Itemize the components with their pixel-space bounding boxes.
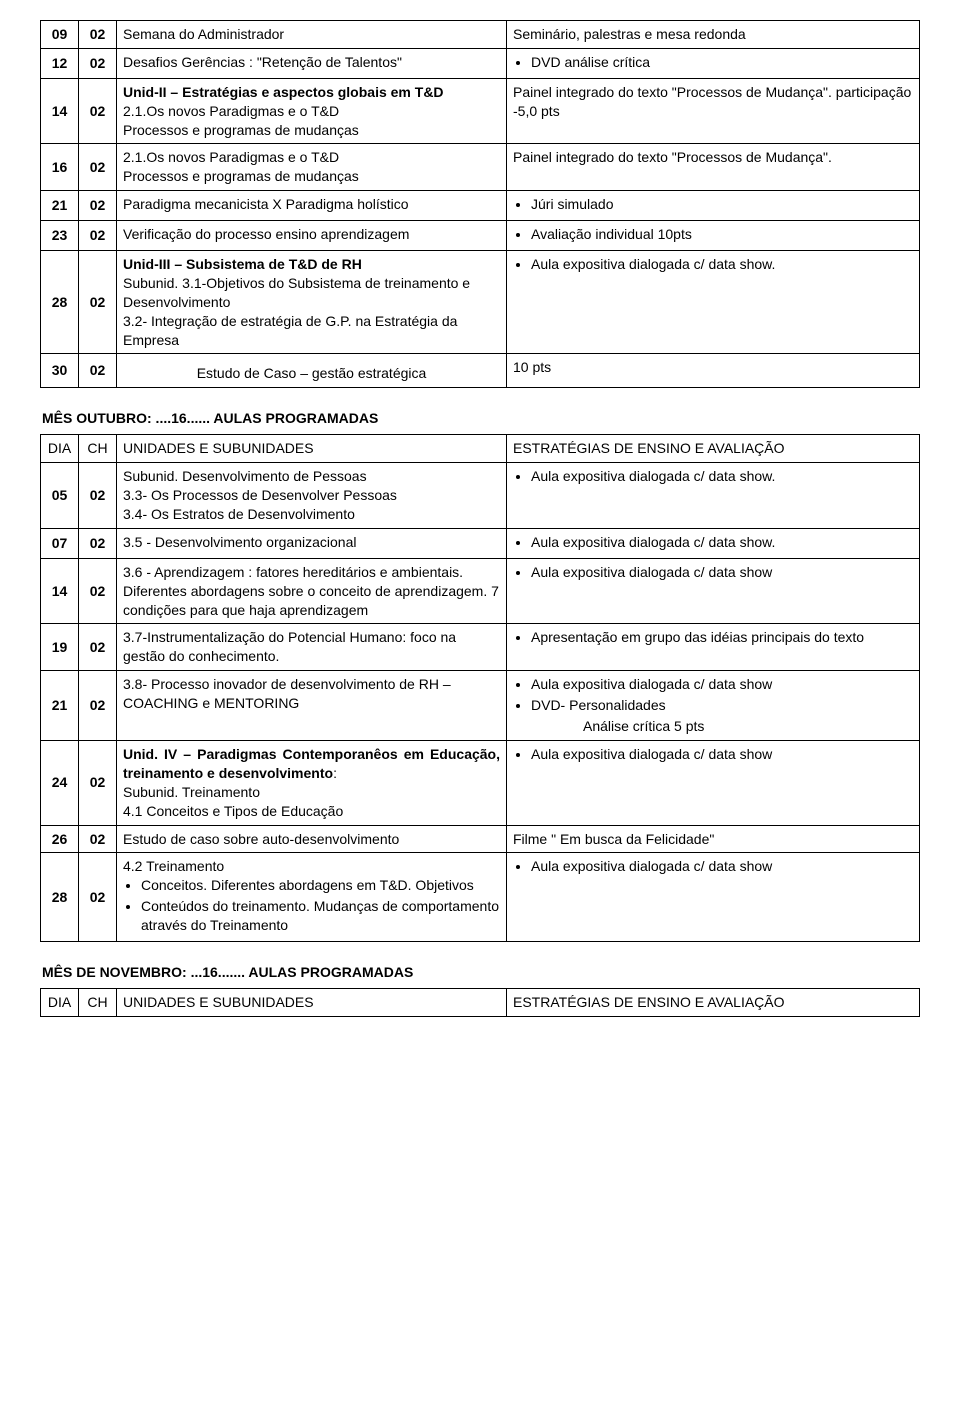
table-row: 21023.8- Processo inovador de desenvolvi… (41, 671, 920, 741)
cell-strategy: Painel integrado do texto "Processos de … (507, 78, 920, 144)
cell-strategy: Aula expositiva dialogada c/ data show (507, 558, 920, 624)
cell-unit: Unid-II – Estratégias e aspectos globais… (117, 78, 507, 144)
section-title-outubro: MÊS OUTUBRO: ....16...... AULAS PROGRAMA… (42, 410, 920, 426)
cell-ch: 02 (79, 624, 117, 671)
table-row: 1202Desafios Gerências : "Retenção de Ta… (41, 48, 920, 78)
col-header-estrategias: ESTRATÉGIAS DE ENSINO E AVALIAÇÃO (507, 988, 920, 1016)
cell-unit: 4.2 TreinamentoConceitos. Diferentes abo… (117, 853, 507, 942)
cell-unit: Verificação do processo ensino aprendiza… (117, 221, 507, 251)
cell-strategy: Seminário, palestras e mesa redonda (507, 21, 920, 49)
cell-ch: 02 (79, 78, 117, 144)
cell-unit: Unid. IV – Paradigmas Contemporanêos em … (117, 740, 507, 825)
cell-unit: Estudo de Caso – gestão estratégica (117, 354, 507, 388)
cell-dia: 30 (41, 354, 79, 388)
schedule-table-top: 0902Semana do AdministradorSeminário, pa… (40, 20, 920, 388)
cell-dia: 21 (41, 191, 79, 221)
cell-ch: 02 (79, 354, 117, 388)
cell-unit: 3.8- Processo inovador de desenvolviment… (117, 671, 507, 741)
cell-dia: 26 (41, 825, 79, 853)
cell-strategy: Filme " Em busca da Felicidade" (507, 825, 920, 853)
cell-dia: 16 (41, 144, 79, 191)
table-row: 2402Unid. IV – Paradigmas Contemporanêos… (41, 740, 920, 825)
col-header-ch: CH (79, 988, 117, 1016)
cell-dia: 28 (41, 251, 79, 354)
cell-unit: Desafios Gerências : "Retenção de Talent… (117, 48, 507, 78)
table-row: 19023.7-Instrumentalização do Potencial … (41, 624, 920, 671)
cell-dia: 05 (41, 463, 79, 529)
col-header-ch: CH (79, 435, 117, 463)
cell-strategy: Apresentação em grupo das idéias princip… (507, 624, 920, 671)
cell-strategy: Aula expositiva dialogada c/ data show. (507, 528, 920, 558)
table-row: 2802Unid-III – Subsistema de T&D de RHSu… (41, 251, 920, 354)
table-row: 07023.5 - Desenvolvimento organizacional… (41, 528, 920, 558)
cell-dia: 14 (41, 78, 79, 144)
cell-ch: 02 (79, 463, 117, 529)
cell-strategy: Avaliação individual 10pts (507, 221, 920, 251)
cell-unit: Estudo de caso sobre auto-desenvolviment… (117, 825, 507, 853)
page: 0902Semana do AdministradorSeminário, pa… (0, 0, 960, 1057)
schedule-table-novembro: DIA CH UNIDADES E SUBUNIDADES ESTRATÉGIA… (40, 988, 920, 1017)
table-row: 1402Unid-II – Estratégias e aspectos glo… (41, 78, 920, 144)
cell-ch: 02 (79, 191, 117, 221)
col-header-dia: DIA (41, 435, 79, 463)
cell-strategy: Aula expositiva dialogada c/ data show (507, 853, 920, 942)
cell-ch: 02 (79, 21, 117, 49)
cell-dia: 28 (41, 853, 79, 942)
cell-strategy: Aula expositiva dialogada c/ data showDV… (507, 671, 920, 741)
cell-unit: 3.5 - Desenvolvimento organizacional (117, 528, 507, 558)
cell-dia: 09 (41, 21, 79, 49)
table-row: 14023.6 - Aprendizagem : fatores heredit… (41, 558, 920, 624)
table-row: 2102Paradigma mecanicista X Paradigma ho… (41, 191, 920, 221)
cell-strategy: Aula expositiva dialogada c/ data show. (507, 463, 920, 529)
cell-ch: 02 (79, 251, 117, 354)
table-row: 16022.1.Os novos Paradigmas e o T&DProce… (41, 144, 920, 191)
col-header-unidades: UNIDADES E SUBUNIDADES (117, 435, 507, 463)
cell-unit: 2.1.Os novos Paradigmas e o T&DProcessos… (117, 144, 507, 191)
table-row: 0502Subunid. Desenvolvimento de Pessoas3… (41, 463, 920, 529)
cell-ch: 02 (79, 48, 117, 78)
table-header-row: DIA CH UNIDADES E SUBUNIDADES ESTRATÉGIA… (41, 988, 920, 1016)
table-row: 0902Semana do AdministradorSeminário, pa… (41, 21, 920, 49)
cell-unit: Unid-III – Subsistema de T&D de RHSubuni… (117, 251, 507, 354)
cell-strategy: Painel integrado do texto "Processos de … (507, 144, 920, 191)
cell-strategy: Júri simulado (507, 191, 920, 221)
cell-strategy: Aula expositiva dialogada c/ data show. (507, 251, 920, 354)
cell-ch: 02 (79, 558, 117, 624)
cell-strategy: 10 pts (507, 354, 920, 388)
col-header-estrategias: ESTRATÉGIAS DE ENSINO E AVALIAÇÃO (507, 435, 920, 463)
cell-ch: 02 (79, 528, 117, 558)
cell-unit: 3.6 - Aprendizagem : fatores hereditário… (117, 558, 507, 624)
cell-dia: 07 (41, 528, 79, 558)
cell-unit: 3.7-Instrumentalização do Potencial Huma… (117, 624, 507, 671)
cell-ch: 02 (79, 671, 117, 741)
section-title-novembro: MÊS DE NOVEMBRO: ...16....... AULAS PROG… (42, 964, 920, 980)
table-row: 2302Verificação do processo ensino apren… (41, 221, 920, 251)
cell-dia: 24 (41, 740, 79, 825)
cell-ch: 02 (79, 740, 117, 825)
cell-ch: 02 (79, 853, 117, 942)
cell-unit: Paradigma mecanicista X Paradigma holíst… (117, 191, 507, 221)
cell-ch: 02 (79, 825, 117, 853)
cell-ch: 02 (79, 221, 117, 251)
cell-ch: 02 (79, 144, 117, 191)
col-header-dia: DIA (41, 988, 79, 1016)
table-row: 2602Estudo de caso sobre auto-desenvolvi… (41, 825, 920, 853)
cell-dia: 23 (41, 221, 79, 251)
cell-unit: Semana do Administrador (117, 21, 507, 49)
cell-dia: 12 (41, 48, 79, 78)
cell-dia: 19 (41, 624, 79, 671)
cell-strategy: DVD análise crítica (507, 48, 920, 78)
table-row: 28024.2 TreinamentoConceitos. Diferentes… (41, 853, 920, 942)
table-header-row: DIA CH UNIDADES E SUBUNIDADES ESTRATÉGIA… (41, 435, 920, 463)
cell-dia: 21 (41, 671, 79, 741)
col-header-unidades: UNIDADES E SUBUNIDADES (117, 988, 507, 1016)
cell-strategy: Aula expositiva dialogada c/ data show (507, 740, 920, 825)
cell-dia: 14 (41, 558, 79, 624)
table-row: 3002Estudo de Caso – gestão estratégica1… (41, 354, 920, 388)
cell-unit: Subunid. Desenvolvimento de Pessoas3.3- … (117, 463, 507, 529)
schedule-table-outubro: DIA CH UNIDADES E SUBUNIDADES ESTRATÉGIA… (40, 434, 920, 942)
